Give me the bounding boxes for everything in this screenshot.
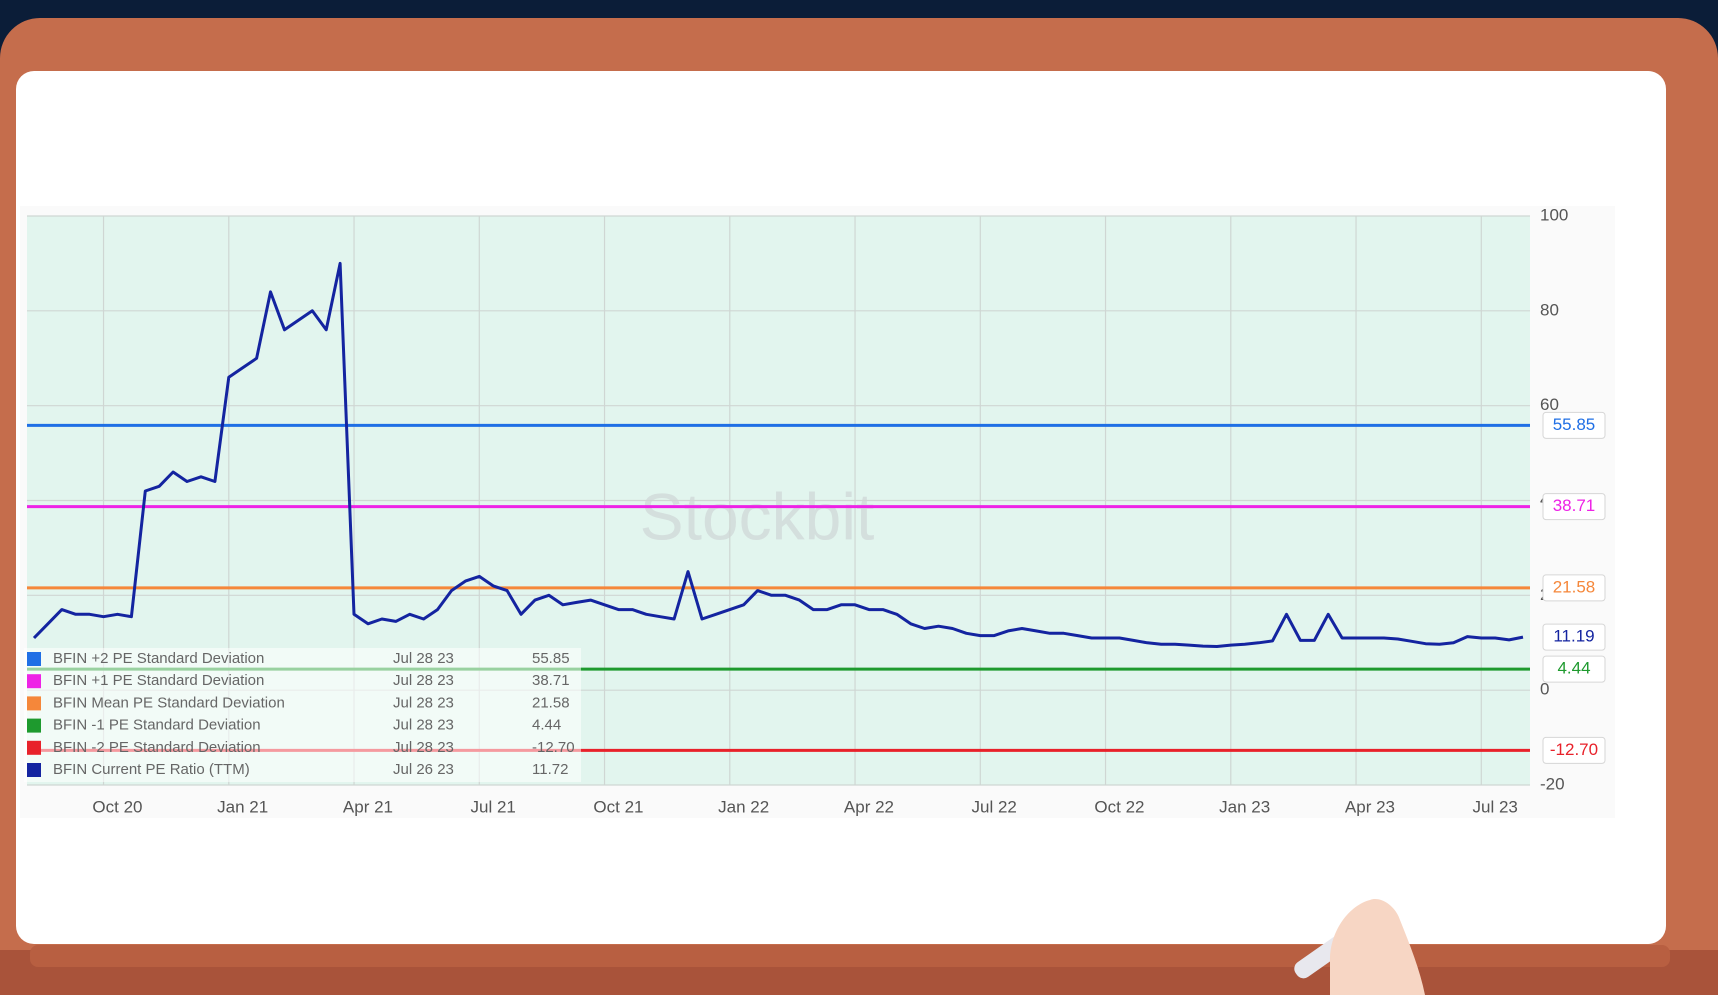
legend-swatch <box>27 763 41 777</box>
x-tick-label: Apr 22 <box>844 797 894 816</box>
legend-name: BFIN +2 PE Standard Deviation <box>53 650 264 667</box>
watermark: Stockbit <box>640 479 875 553</box>
legend-date: Jul 26 23 <box>393 761 454 778</box>
value-badge-label: 21.58 <box>1553 577 1596 596</box>
page: Stockbit -20020406080100Oct 20Jan 21Apr … <box>0 0 1718 995</box>
legend-swatch <box>27 741 41 755</box>
x-tick-label: Oct 20 <box>92 797 142 816</box>
legend-name: BFIN -2 PE Standard Deviation <box>53 739 261 756</box>
legend-name: BFIN Mean PE Standard Deviation <box>53 694 285 711</box>
value-badge-label: -12.70 <box>1550 740 1598 759</box>
y-tick-label: 80 <box>1540 300 1559 319</box>
legend-date: Jul 28 23 <box>393 739 454 756</box>
x-tick-label: Oct 22 <box>1094 797 1144 816</box>
legend-value: -12.70 <box>532 739 575 756</box>
legend-swatch <box>27 674 41 688</box>
legend-swatch <box>27 652 41 666</box>
legend-date: Jul 28 23 <box>393 672 454 689</box>
legend-value: 55.85 <box>532 650 570 667</box>
y-tick-label: 60 <box>1540 395 1559 414</box>
legend-date: Jul 28 23 <box>393 694 454 711</box>
x-tick-label: Jul 22 <box>972 797 1017 816</box>
x-tick-label: Jan 22 <box>718 797 769 816</box>
y-tick-label: -20 <box>1540 774 1565 793</box>
value-badge-label: 55.85 <box>1553 415 1596 434</box>
board-tray <box>30 945 1670 967</box>
x-tick-label: Jan 21 <box>217 797 268 816</box>
x-tick-label: Jul 21 <box>471 797 516 816</box>
legend-swatch <box>27 696 41 710</box>
legend-value: 11.72 <box>532 761 568 778</box>
legend-value: 21.58 <box>532 694 570 711</box>
legend-date: Jul 28 23 <box>393 650 454 667</box>
legend-value: 4.44 <box>532 717 561 734</box>
legend-date: Jul 28 23 <box>393 717 454 734</box>
x-tick-label: Apr 23 <box>1345 797 1395 816</box>
x-tick-label: Apr 21 <box>343 797 393 816</box>
x-tick-label: Jan 23 <box>1219 797 1270 816</box>
value-badge-label: 4.44 <box>1557 659 1590 678</box>
legend-swatch <box>27 719 41 733</box>
value-badge-label: 11.19 <box>1553 627 1594 646</box>
x-tick-label: Oct 21 <box>593 797 643 816</box>
legend-name: BFIN Current PE Ratio (TTM) <box>53 761 250 778</box>
x-tick-label: Jul 23 <box>1473 797 1518 816</box>
whiteboard-scene: Stockbit -20020406080100Oct 20Jan 21Apr … <box>0 0 1718 995</box>
y-tick-label: 100 <box>1540 205 1568 224</box>
legend-name: BFIN -1 PE Standard Deviation <box>53 717 261 734</box>
value-badge-label: 38.71 <box>1553 496 1596 515</box>
legend-name: BFIN +1 PE Standard Deviation <box>53 672 264 689</box>
legend-value: 38.71 <box>532 672 570 689</box>
